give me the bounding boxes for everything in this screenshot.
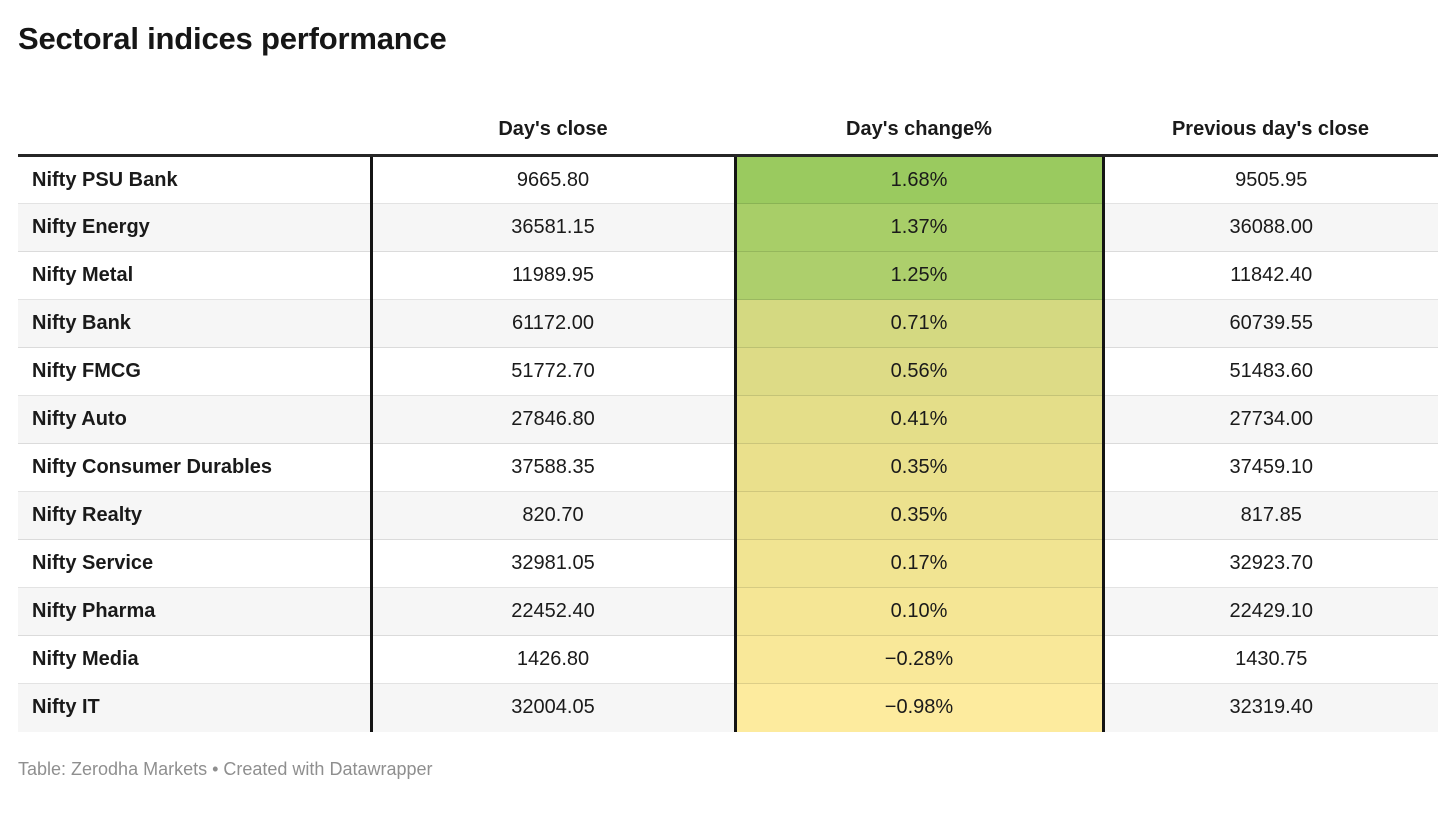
table-row: Nifty Energy 36581.15 1.37% 36088.00: [18, 203, 1438, 252]
row-label: Nifty Auto: [18, 395, 373, 444]
table-row: Nifty Pharma 22452.40 0.10% 22429.10: [18, 587, 1438, 636]
row-label: Nifty Pharma: [18, 587, 373, 636]
days-change-value: 0.41%: [733, 395, 1105, 444]
days-close-value: 27846.80: [371, 395, 735, 444]
page-title: Sectoral indices performance: [18, 21, 447, 56]
days-close-value: 32004.05: [371, 683, 735, 732]
days-close-value: 51772.70: [371, 347, 735, 396]
table-row: Nifty Consumer Durables 37588.35 0.35% 3745…: [18, 443, 1438, 492]
table-row: Nifty Service 32981.05 0.17% 32923.70: [18, 539, 1438, 588]
table-body: Nifty PSU Bank 9665.80 1.68% 9505.95 Nifty E…: [18, 155, 1438, 732]
table-row: Nifty Realty 820.70 0.35% 817.85: [18, 491, 1438, 540]
row-label: Nifty Energy: [18, 203, 373, 252]
days-change-value: 0.35%: [733, 443, 1105, 492]
row-label: Nifty Media: [18, 635, 373, 684]
row-label: Nifty Consumer Durables: [18, 443, 373, 492]
sectoral-indices-table: Day's close Day's change% Previous day's…: [18, 98, 1438, 732]
table-row: Nifty Bank 61172.00 0.71% 60739.55: [18, 299, 1438, 348]
days-change-value: 0.56%: [733, 347, 1105, 396]
attribution-text: Table: Zerodha Markets • Created with Da…: [18, 758, 433, 779]
days-change-value: 0.71%: [733, 299, 1105, 348]
row-label: Nifty Service: [18, 539, 373, 588]
days-close-value: 1426.80: [371, 635, 735, 684]
days-close-value: 11989.95: [371, 251, 735, 300]
row-label: Nifty Bank: [18, 299, 373, 348]
table-row: Nifty IT 32004.05 −0.98% 32319.40: [18, 683, 1438, 732]
days-change-value: 0.35%: [733, 491, 1105, 540]
column-header-index: [18, 98, 371, 157]
table-row: Nifty Auto 27846.80 0.41% 27734.00: [18, 395, 1438, 444]
days-change-value: 0.10%: [733, 587, 1105, 636]
table-row: Nifty Media 1426.80 −0.28% 1430.75: [18, 635, 1438, 684]
days-close-value: 37588.35: [371, 443, 735, 492]
row-label: Nifty Realty: [18, 491, 373, 540]
prev-close-value: 27734.00: [1103, 395, 1438, 444]
row-label: Nifty FMCG: [18, 347, 373, 396]
table-header: Day's close Day's change% Previous day's…: [18, 98, 1438, 157]
prev-close-value: 37459.10: [1103, 443, 1438, 492]
prev-close-value: 22429.10: [1103, 587, 1438, 636]
prev-close-value: 1430.75: [1103, 635, 1438, 684]
days-close-value: 9665.80: [516, 168, 590, 191]
days-change-value: 1.68%: [733, 155, 1105, 204]
row-label: Nifty IT: [18, 683, 373, 732]
prev-close-value: 11842.40: [1103, 251, 1438, 300]
prev-close-value: 36088.00: [1103, 203, 1438, 252]
days-change-value: 1.37%: [733, 203, 1105, 252]
prev-close-value: 51483.60: [1103, 347, 1438, 396]
days-change-value: 1.25%: [733, 251, 1105, 300]
days-change-value: −0.28%: [733, 635, 1105, 684]
days-close-value: 22452.40: [371, 587, 735, 636]
row-label: Nifty PSU Bank: [18, 155, 373, 204]
days-close-value: 61172.00: [371, 299, 735, 348]
prev-close-value: 32319.40: [1103, 683, 1438, 732]
table-row: Nifty Metal 11989.95 1.25% 11842.40: [18, 251, 1438, 300]
row-label: Nifty Metal: [18, 251, 373, 300]
days-close-value: 36581.15: [371, 203, 735, 252]
prev-close-value: 60739.55: [1103, 299, 1438, 348]
days-change-value: −0.98%: [733, 683, 1105, 732]
column-header-days-change: Day's change%: [735, 98, 1103, 157]
days-close-value: 32981.05: [371, 539, 735, 588]
prev-close-value: 32923.70: [1103, 539, 1438, 588]
prev-close-value: 817.85: [1103, 491, 1438, 540]
table-row: Nifty FMCG 51772.70 0.56% 51483.60: [18, 347, 1438, 396]
column-header-previous-close: Previous day's close: [1103, 98, 1438, 157]
prev-close-value: 9505.95: [1235, 168, 1308, 191]
table-row: Nifty PSU Bank 9665.80 1.68% 9505.95: [18, 155, 1438, 204]
days-close-value: 820.70: [371, 491, 735, 540]
column-header-days-close: Day's close: [371, 98, 735, 157]
days-change-value: 0.17%: [733, 539, 1105, 588]
